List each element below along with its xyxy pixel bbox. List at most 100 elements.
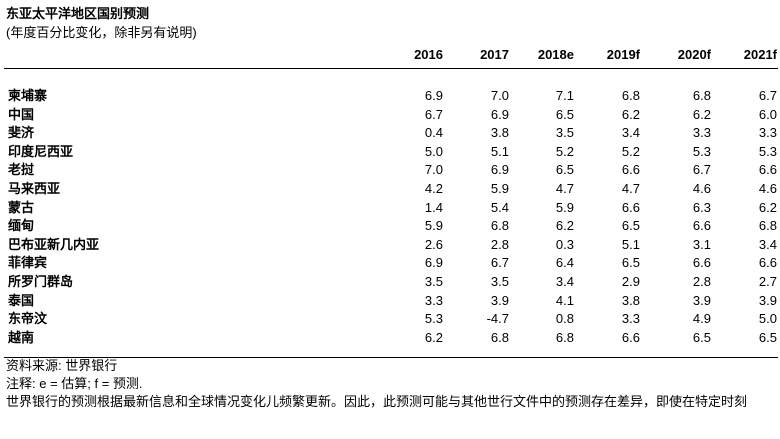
cell: 6.6 [692, 255, 711, 271]
cell: 5.0 [424, 143, 443, 159]
row-label: 菲律宾 [8, 255, 48, 271]
cell: 0.8 [555, 311, 574, 327]
cell: 3.1 [692, 236, 711, 252]
note: 资料来源: 世界银行 [6, 358, 118, 373]
cell: 5.1 [490, 143, 509, 159]
cell: 6.2 [758, 199, 777, 215]
cell: 7.0 [424, 162, 443, 178]
cell: 4.2 [424, 181, 443, 196]
cell: 6.5 [621, 255, 640, 271]
cell: 5.1 [621, 236, 640, 252]
row-label: 所罗门群岛 [8, 274, 74, 289]
cell: 6.6 [758, 162, 777, 178]
column-header: 2016 [414, 47, 443, 62]
row-label: 老挝 [8, 162, 35, 178]
cell: 3.8 [490, 125, 509, 141]
cell: 6.9 [490, 106, 509, 122]
cell: 3.9 [490, 292, 509, 308]
cell: 4.6 [692, 181, 711, 196]
cell: 6.7 [758, 88, 777, 103]
cell: 6.7 [692, 162, 711, 178]
cell: 3.3 [692, 125, 711, 141]
cell: 5.3 [424, 311, 443, 327]
row-label: 东帝汶 [8, 311, 48, 327]
cell: 6.6 [692, 218, 711, 234]
cell: 3.5 [424, 274, 443, 289]
cell: 3.3 [424, 292, 443, 308]
cell: 2.9 [621, 274, 640, 289]
cell: 6.8 [692, 88, 711, 103]
cell: 3.4 [758, 236, 777, 252]
note: 世界银行的预测根据最新信息和全球情况变化儿频繁更新。因此，此预测可能与其他世行文… [6, 394, 748, 409]
cell: 3.9 [758, 292, 777, 308]
cell: 2.6 [424, 236, 443, 252]
cell: 5.9 [555, 199, 574, 215]
cell: 6.3 [692, 199, 711, 215]
cell: 3.8 [621, 292, 640, 308]
note: 注释: e = 估算; f = 预测. [6, 376, 143, 391]
cell: 7.1 [555, 88, 574, 103]
cell: 6.9 [424, 255, 443, 271]
cell: 5.2 [555, 143, 574, 159]
header-rule [4, 68, 778, 69]
row-label: 中国 [8, 106, 35, 122]
column-header: 2018e [537, 47, 574, 62]
cell: 6.5 [555, 106, 574, 122]
cell: 6.8 [490, 329, 509, 345]
cell: 5.2 [621, 143, 640, 159]
cell: 3.5 [490, 274, 509, 289]
cell: 4.7 [555, 181, 574, 196]
cell: 6.6 [621, 329, 640, 345]
row-label: 印度尼西亚 [8, 143, 74, 159]
cell: 6.2 [692, 106, 711, 122]
row-label: 越南 [8, 329, 35, 345]
bottom-rule [4, 357, 778, 358]
cell: 3.4 [555, 274, 574, 289]
column-header: 2021f [743, 47, 777, 62]
row-label: 斐济 [8, 125, 35, 141]
row-label: 柬埔寨 [8, 88, 48, 103]
cell: 3.3 [758, 125, 777, 141]
column-header: 2019f [606, 47, 640, 62]
cell: -4.7 [486, 311, 509, 327]
row-label: 蒙古 [8, 199, 35, 215]
cell: 6.5 [621, 218, 640, 234]
cell: 4.1 [555, 292, 574, 308]
cell: 5.9 [490, 181, 509, 196]
cell: 2.8 [692, 274, 711, 289]
row-label: 巴布亚新几内亚 [8, 236, 100, 252]
cell: 1.4 [424, 199, 443, 215]
cell: 6.9 [424, 88, 443, 103]
cell: 5.4 [490, 199, 509, 215]
cell: 6.2 [424, 329, 443, 345]
cell: 6.8 [490, 218, 509, 234]
cell: 3.9 [692, 292, 711, 308]
cell: 6.8 [758, 218, 777, 234]
cell: 6.5 [692, 329, 711, 345]
cell: 6.0 [758, 106, 777, 122]
cell: 4.6 [758, 181, 777, 196]
cell: 4.9 [692, 311, 711, 327]
cell: 7.0 [490, 88, 509, 103]
cell: 6.6 [621, 199, 640, 215]
column-header: 2017 [480, 47, 509, 62]
subtitle: (年度百分比变化，除非另有说明) [6, 25, 197, 40]
cell: 5.3 [758, 143, 777, 159]
cell: 3.4 [621, 125, 640, 141]
cell: 6.5 [758, 329, 777, 345]
cell: 6.7 [424, 106, 443, 122]
title: 东亚太平洋地区国别预测 [6, 6, 150, 21]
cell: 6.4 [555, 255, 574, 271]
cell: 3.3 [621, 311, 640, 327]
cell: 6.8 [621, 88, 640, 103]
cell: 0.3 [555, 236, 574, 252]
cell: 2.7 [758, 274, 777, 289]
cell: 6.9 [490, 162, 509, 178]
cell: 5.9 [424, 218, 443, 234]
row-label: 泰国 [8, 292, 35, 308]
cell: 6.6 [758, 255, 777, 271]
cell: 5.0 [758, 311, 777, 327]
row-label: 马来西亚 [8, 181, 61, 196]
cell: 6.5 [555, 162, 574, 178]
cell: 6.2 [555, 218, 574, 234]
